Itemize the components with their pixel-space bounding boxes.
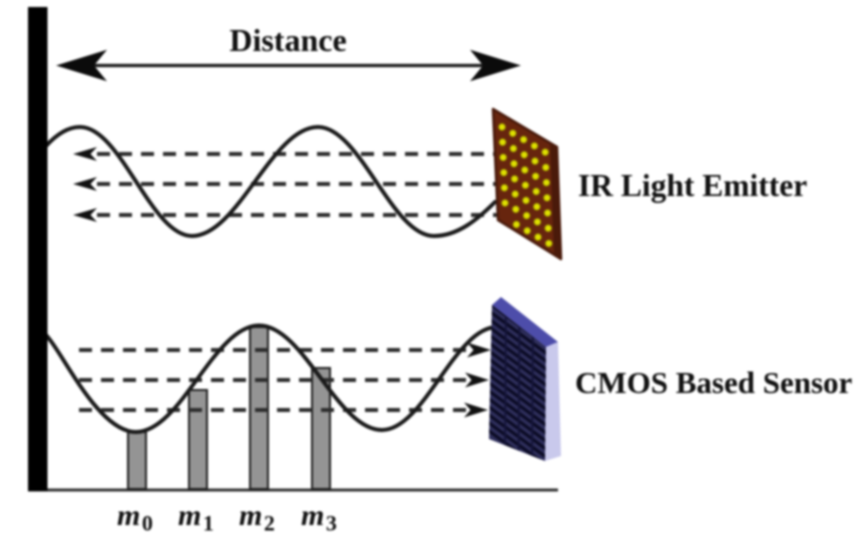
svg-text:CMOS Based Sensor: CMOS Based Sensor [575, 365, 853, 400]
svg-text:IR Light Emitter: IR Light Emitter [578, 168, 807, 203]
svg-text:Distance: Distance [229, 22, 346, 58]
